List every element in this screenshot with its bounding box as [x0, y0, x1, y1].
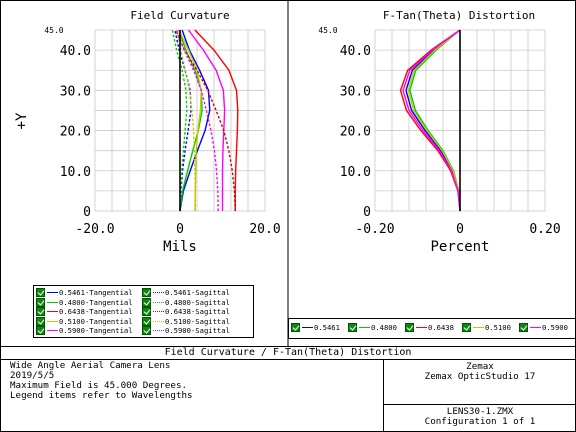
- footer-date: 2019/5/5: [10, 370, 55, 381]
- legend-label: 0.5461-Tangential: [59, 288, 133, 297]
- legend-swatch: [47, 320, 58, 322]
- distortion-title: F-Tan(Theta) Distortion: [383, 9, 535, 22]
- field-curvature-chart: Field Curvature 0 10.0 20.0 30.0 40.0 -20.0 0 2…: [14, 9, 281, 255]
- legend-label: 0.4800-Sagittal: [165, 297, 230, 307]
- legend-swatch: [47, 301, 58, 303]
- legend-swatch: [47, 311, 58, 313]
- distortion-xtick-label: 0: [456, 222, 464, 237]
- legend-swatch: [473, 327, 484, 328]
- field-curvature-ytick-label: 40.0: [60, 44, 91, 59]
- legend-checkbox[interactable]: [519, 323, 528, 332]
- legend-swatch: [153, 311, 164, 313]
- distortion-series-3: [407, 29, 461, 212]
- distortion-xtick-label: -0.20: [355, 222, 394, 237]
- legend-checkbox[interactable]: [142, 288, 151, 297]
- legend-label: 0.5100: [485, 323, 511, 332]
- legend-checkbox[interactable]: [462, 323, 471, 332]
- legend-label: 0.5900-Tangential: [59, 326, 133, 336]
- field-curvature-series-8: [175, 29, 197, 211]
- legend-label: 0.6438-Tangential: [59, 307, 133, 317]
- legend-swatch: [153, 330, 164, 332]
- legend-checkbox[interactable]: [142, 297, 151, 307]
- field-curvature-series-2: [194, 29, 239, 211]
- distortion-series-1: [409, 29, 461, 212]
- legend-checkbox[interactable]: [142, 316, 151, 326]
- legend-swatch: [530, 327, 541, 328]
- legend-label: 0.5900-Sagittal: [165, 326, 230, 336]
- legend-label: 0.5900: [542, 323, 568, 332]
- legend-swatch: [302, 327, 313, 328]
- legend-swatch: [153, 292, 164, 293]
- distortion-ytick-label: 20.0: [340, 125, 371, 140]
- distortion-xlabel: Percent: [430, 239, 489, 255]
- legend-checkbox[interactable]: [142, 307, 151, 317]
- field-curvature-series-7: [175, 29, 236, 212]
- field-curvature-series-9: [175, 29, 219, 212]
- distortion-ytick-label: 0: [363, 205, 371, 220]
- field-curvature-title: Field Curvature: [130, 9, 229, 22]
- field-curvature-series-6: [171, 29, 188, 212]
- field-curvature-ylabel: +Y: [14, 112, 30, 129]
- field-curvature-ytick-label: 20.0: [60, 125, 91, 140]
- field-curvature-series-4: [187, 29, 226, 211]
- distortion-series: [399, 29, 461, 212]
- legend-checkbox[interactable]: [348, 323, 357, 332]
- field-curvature-xlabel: Mils: [163, 239, 197, 255]
- footer-file: LENS30-1.ZMX: [446, 406, 514, 417]
- footer-title: Field Curvature / F-Tan(Theta) Distortio…: [164, 347, 412, 358]
- legend-checkbox[interactable]: [36, 307, 45, 317]
- footer-software: Zemax OpticStudio 17: [424, 371, 536, 382]
- legend-swatch: [416, 327, 427, 328]
- distortion-ytick-label: 40.0: [340, 44, 371, 59]
- distortion-chart: F-Tan(Theta) Distortion 0 10.0 20.0 30.0 40.…: [318, 9, 560, 255]
- legend-swatch: [153, 320, 164, 322]
- legend-label: 0.4800-Tangential: [59, 297, 133, 307]
- field-curvature-ytick-label: 0: [83, 205, 91, 220]
- field-curvature-series: [171, 29, 239, 212]
- legend-label: 0.5100-Tangential: [59, 316, 133, 326]
- legend-swatch: [47, 292, 58, 293]
- legend-checkbox[interactable]: [36, 288, 45, 297]
- distortion-series-4: [402, 29, 461, 212]
- legend-checkbox[interactable]: [142, 326, 151, 336]
- distortion-ytick-label: 30.0: [340, 84, 371, 99]
- legend-checkbox[interactable]: [291, 323, 300, 332]
- footer-legend-note: Legend items refer to Wavelengths: [10, 390, 193, 401]
- field-curvature-ytick-label: 10.0: [60, 165, 91, 180]
- field-curvature-axes: 0 10.0 20.0 30.0 40.0 -20.0 0 20.0: [60, 30, 281, 237]
- distortion-ymax-label: 45.0: [318, 26, 337, 35]
- field-curvature-series-3: [178, 29, 202, 212]
- legend-label: 0.6438: [428, 323, 454, 332]
- legend-checkbox[interactable]: [405, 323, 414, 332]
- field-curvature-series-0: [179, 29, 211, 212]
- footer-configuration: Configuration 1 of 1: [424, 416, 536, 427]
- distortion-xtick-label: 0.20: [529, 222, 560, 237]
- legend-label: 0.5461-Sagittal: [165, 288, 230, 297]
- field-curvature-legend-box: [33, 285, 254, 338]
- footer-max-field: Maximum Field is 45.000 Degrees.: [10, 380, 188, 391]
- field-curvature-xtick-label: 0: [176, 222, 184, 237]
- legend-checkbox[interactable]: [36, 316, 45, 326]
- legend-label: 0.5100-Sagittal: [165, 316, 230, 326]
- legend-swatch: [47, 330, 58, 332]
- field-curvature-series-5: [174, 29, 192, 212]
- distortion-axes: 0 10.0 20.0 30.0 40.0 -0.20 0 0.20: [340, 30, 561, 237]
- field-curvature-xtick-label: -20.0: [75, 222, 114, 237]
- footer-lens-name: Wide Angle Aerial Camera Lens: [10, 360, 171, 371]
- legend-label: 0.4800: [371, 323, 397, 332]
- legend-checkbox[interactable]: [36, 297, 45, 307]
- legend-checkbox[interactable]: [36, 326, 45, 336]
- legend-swatch: [359, 327, 370, 328]
- distortion-ytick-label: 10.0: [340, 165, 371, 180]
- legend-label: 0.5461: [314, 323, 340, 332]
- distortion-series-2: [399, 29, 461, 212]
- footer-company: Zemax: [466, 361, 494, 372]
- field-curvature-ymax-label: 45.0: [44, 26, 63, 35]
- field-curvature-xtick-label: 20.0: [249, 222, 280, 237]
- legend-label: 0.6438-Sagittal: [165, 307, 230, 317]
- field-curvature-ytick-label: 30.0: [60, 84, 91, 99]
- legend-swatch: [153, 301, 164, 303]
